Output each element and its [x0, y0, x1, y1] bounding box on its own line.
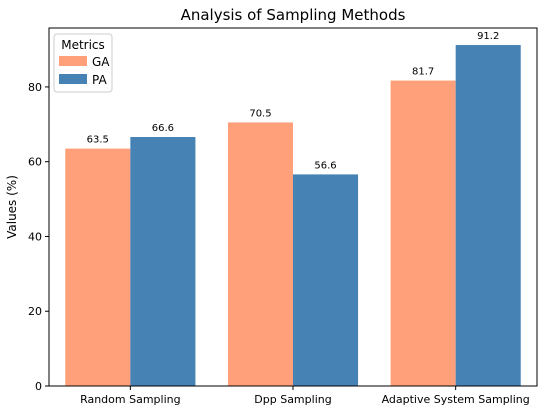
- bar-ga-adaptive-system-sampling: [390, 80, 456, 387]
- chart-title: Analysis of Sampling Methods: [181, 6, 406, 24]
- y-tick-label: 40: [28, 230, 42, 243]
- bar-pa-random-sampling: [130, 137, 196, 386]
- data-label: 66.6: [152, 123, 174, 134]
- x-axis-ticks: Random Sampling Dpp Sampling Adaptive Syst…: [80, 386, 530, 406]
- legend-swatch-ga: [59, 56, 87, 66]
- x-tick-label: Random Sampling: [80, 393, 181, 406]
- data-labels: 63.5 66.6 70.5 56.6 81.7 91.2: [87, 31, 500, 171]
- legend-swatch-pa: [59, 74, 87, 84]
- legend-label-ga: GA: [92, 55, 110, 69]
- bar-ga-dpp-sampling: [227, 122, 293, 386]
- y-axis-label: Values (%): [5, 175, 19, 239]
- data-label: 81.7: [412, 67, 434, 78]
- data-label: 91.2: [477, 31, 499, 42]
- legend-label-pa: PA: [92, 73, 107, 87]
- data-label: 63.5: [87, 135, 109, 146]
- bar-ga-random-sampling: [65, 148, 131, 386]
- data-label: 56.6: [314, 160, 336, 171]
- y-tick-label: 20: [28, 305, 42, 318]
- y-axis-ticks: 0 20 40 60 80: [28, 81, 49, 393]
- x-tick-label: Dpp Sampling: [254, 393, 331, 406]
- y-tick-label: 0: [35, 380, 42, 393]
- bar-pa-adaptive-system-sampling: [455, 45, 521, 387]
- y-tick-label: 60: [28, 156, 42, 169]
- bar-pa-dpp-sampling: [293, 174, 359, 386]
- bars: [65, 45, 521, 387]
- y-tick-label: 80: [28, 81, 42, 94]
- x-tick-label: Adaptive System Sampling: [382, 393, 530, 406]
- legend: Metrics GA PA: [53, 33, 113, 93]
- legend-title: Metrics: [61, 38, 105, 52]
- data-label: 70.5: [249, 108, 271, 119]
